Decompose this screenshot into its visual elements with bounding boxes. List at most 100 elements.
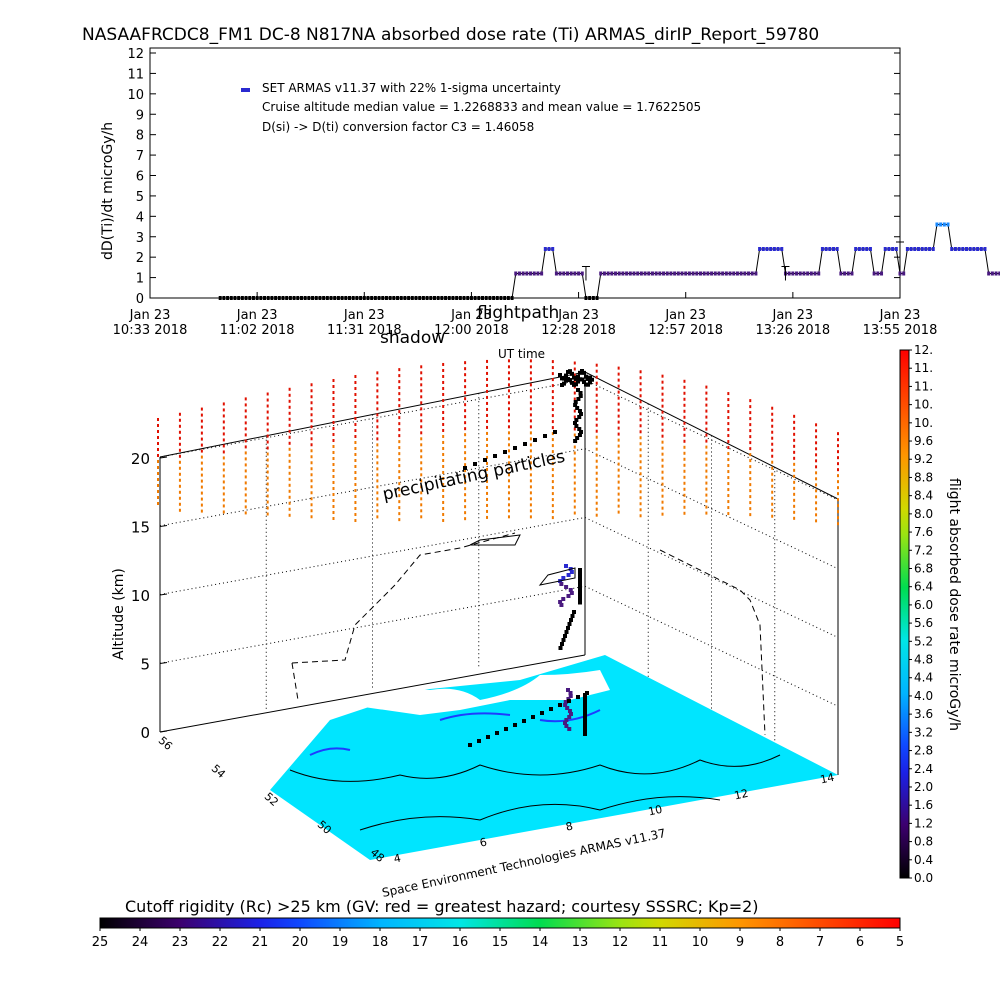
data-point — [806, 271, 810, 276]
flight-point — [577, 433, 582, 437]
grid-line — [584, 517, 839, 638]
flight-point — [576, 695, 580, 699]
rigidity-label: 10 — [692, 935, 709, 950]
flight-point — [588, 375, 592, 380]
colorbar-label: 1.2 — [914, 816, 933, 830]
data-point — [237, 296, 241, 300]
data-point — [599, 271, 603, 276]
data-point — [625, 271, 629, 276]
x-tick-label: Jan 23 — [771, 308, 813, 323]
data-point — [772, 247, 776, 251]
flight-point — [549, 707, 553, 711]
coastline — [309, 709, 601, 756]
flight-point — [558, 646, 563, 650]
track-outline — [538, 567, 576, 586]
data-point — [665, 271, 669, 276]
rigidity-label: 21 — [252, 935, 269, 950]
data-point — [946, 222, 950, 227]
y-tick-label: 9 — [136, 108, 144, 123]
data-point — [333, 296, 337, 300]
x-tick-label: Jan 23 — [129, 308, 171, 323]
colorbar-label: 0.0 — [914, 871, 933, 885]
flight-point — [583, 720, 587, 724]
data-point — [813, 271, 817, 276]
data-point — [791, 271, 795, 276]
data-point — [473, 296, 477, 300]
flight-point — [576, 397, 581, 401]
flight-point — [578, 585, 582, 590]
data-point — [270, 296, 274, 300]
x-tick-label: 13:55 2018 — [863, 323, 938, 338]
data-point — [680, 271, 684, 276]
colorbar-label: 6.0 — [914, 598, 933, 612]
box-grid — [159, 379, 839, 751]
data-point — [314, 296, 318, 300]
data-point — [913, 247, 917, 251]
colorbar-label: 2.4 — [914, 762, 933, 776]
flight-point — [574, 376, 578, 381]
lat-tick-label: 56 — [156, 734, 175, 753]
data-point — [632, 271, 636, 276]
data-point — [728, 271, 732, 276]
page-title: NASAAFRCDC8_FM1 DC-8 N817NA absorbed dos… — [82, 25, 819, 45]
data-point — [348, 296, 352, 300]
flight-point — [583, 711, 587, 715]
data-point — [831, 247, 835, 251]
data-point — [857, 247, 861, 251]
flight-point — [564, 724, 569, 728]
data-point — [499, 296, 503, 300]
track-outline — [469, 534, 521, 546]
data-point — [983, 247, 987, 251]
data-point — [440, 296, 444, 300]
plot-frame — [149, 47, 901, 299]
y-tick-label: 6 — [136, 170, 144, 185]
flight-point — [568, 369, 572, 374]
flight-point — [513, 723, 517, 727]
x-tick-label: 10:33 2018 — [113, 323, 188, 338]
data-point — [595, 296, 599, 300]
x-tick-label: Jan 23 — [879, 308, 921, 323]
flight-point — [583, 732, 587, 736]
flight-point — [563, 634, 567, 638]
data-point — [702, 271, 706, 276]
data-point — [403, 296, 407, 300]
flight-point — [583, 729, 587, 733]
data-point — [843, 271, 847, 276]
flight-point — [583, 714, 587, 718]
z-tick-label: 20 — [131, 450, 150, 468]
data-point — [965, 247, 969, 251]
flight-point — [578, 391, 583, 395]
precipitating-particles — [157, 359, 839, 526]
flight-point — [567, 622, 572, 626]
flight-point — [561, 638, 566, 642]
flight-point — [577, 415, 582, 419]
data-point — [787, 271, 791, 276]
data-point — [366, 296, 370, 300]
data-point — [780, 247, 784, 251]
data-point — [987, 271, 991, 276]
data-point — [248, 296, 252, 300]
flight-point — [574, 382, 578, 387]
data-point — [307, 296, 311, 300]
data-point — [891, 247, 895, 251]
z-tick-label: 10 — [131, 587, 150, 605]
flight-point — [583, 702, 587, 706]
data-point — [924, 247, 928, 251]
data-point — [222, 296, 226, 300]
data-point — [421, 296, 425, 300]
colorbar-label: 12. — [914, 343, 933, 357]
data-point — [617, 271, 621, 276]
data-point — [303, 296, 307, 300]
colorbar-label: 7.2 — [914, 543, 933, 557]
x-tick-label: Jan 23 — [343, 308, 385, 323]
rigidity-label: 18 — [372, 935, 389, 950]
data-point — [377, 296, 381, 300]
data-point — [710, 271, 714, 276]
flight-point — [583, 723, 587, 727]
data-point — [776, 247, 780, 251]
lon-tick-label: 6 — [478, 835, 488, 849]
flight-point — [578, 590, 582, 595]
data-point — [281, 296, 285, 300]
colorbar-label: 6.8 — [914, 561, 933, 575]
